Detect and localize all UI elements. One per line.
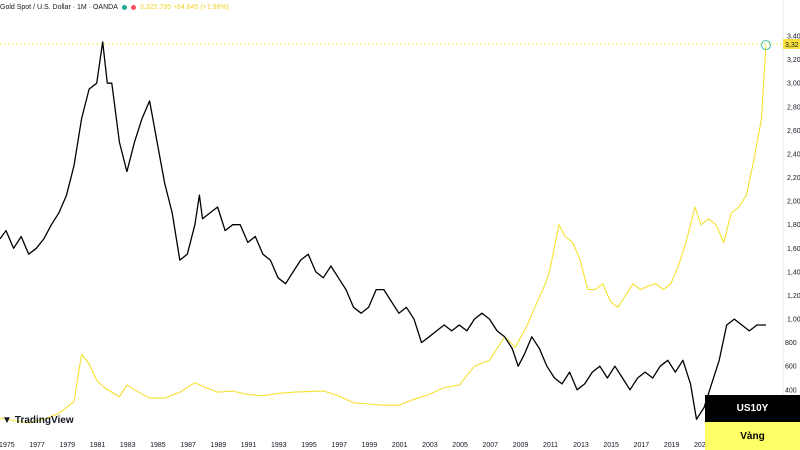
y-tick-label: 1,80 — [787, 222, 800, 229]
y-tick-label: 2,80 — [787, 104, 800, 111]
x-tick-label: 1977 — [29, 442, 45, 449]
y-tick-label: 3,00 — [787, 81, 800, 88]
tradingview-logo-icon: ▼ — [2, 415, 12, 426]
x-tick-label: 2003 — [422, 442, 438, 449]
x-tick-label: 1995 — [301, 442, 317, 449]
x-tick-label: 1989 — [211, 442, 227, 449]
market-status-icon — [121, 5, 127, 10]
y-tick-label: 400 — [785, 387, 797, 394]
x-tick-label: 2011 — [543, 442, 558, 449]
y-tick-label: 1,40 — [787, 269, 800, 276]
x-tick-label: 1981 — [90, 442, 106, 449]
gold-series-line — [0, 45, 767, 424]
tradingview-logo-text: TradingView — [14, 415, 74, 426]
x-tick-label: 2021 — [694, 442, 710, 449]
x-tick-label: 2007 — [483, 442, 499, 449]
x-tick-label: 1993 — [271, 442, 287, 449]
x-axis: 1975 1977 1979 1981 1983 1985 1987 1989 1991 1993… — [0, 442, 710, 449]
x-tick-label: 1987 — [180, 442, 196, 449]
alert-dot-icon — [130, 5, 136, 10]
x-tick-label: 2013 — [573, 442, 589, 449]
y-tick-label: 2,60 — [787, 128, 800, 135]
y-tick-label: 1,00 — [787, 317, 800, 324]
x-tick-label: 2005 — [452, 442, 468, 449]
x-tick-label: 1997 — [331, 442, 347, 449]
y-tick-label: 3,20 — [787, 57, 800, 64]
y-tick-label: 800 — [785, 340, 797, 347]
y-tick-label: 2,20 — [787, 175, 800, 182]
tradingview-logo[interactable]: ▼ TradingView — [2, 415, 74, 426]
chart-header: Gold Spot / U.S. Dollar · 1M · OANDA 3,3… — [0, 4, 229, 11]
symbol-title[interactable]: Gold Spot / U.S. Dollar · 1M · OANDA — [0, 4, 118, 11]
x-tick-label: 1991 — [241, 442, 257, 449]
x-tick-label: 1983 — [120, 442, 136, 449]
price-quote: 3,322.795 +64.645 (+1.98%) — [139, 4, 230, 11]
price-tag: 3,32 — [783, 39, 800, 49]
y-tick-label: 3,40 — [787, 34, 800, 41]
price-tag-label: 3,32 — [785, 42, 799, 49]
series-legend: US10Y Vàng — [705, 395, 800, 450]
x-tick-label: 2019 — [664, 442, 680, 449]
y-tick-label: 2,00 — [787, 199, 800, 206]
y-tick-label: 600 — [785, 364, 797, 371]
x-tick-label: 2001 — [392, 442, 408, 449]
legend-gold: Vàng — [705, 422, 800, 450]
legend-us10y: US10Y — [705, 395, 800, 422]
x-tick-label: 1985 — [150, 442, 166, 449]
us10y-series-line — [0, 41, 766, 420]
last-price-marker — [761, 40, 771, 51]
y-tick-label: 2,40 — [787, 151, 800, 158]
x-tick-label: 1979 — [59, 442, 75, 449]
x-tick-label: 2009 — [513, 442, 529, 449]
x-tick-label: 2017 — [634, 442, 650, 449]
x-tick-label: 2015 — [603, 442, 619, 449]
y-tick-label: 1,60 — [787, 246, 800, 253]
x-tick-label: 1999 — [362, 442, 378, 449]
x-tick-label: 1975 — [0, 442, 15, 449]
y-axis: 3,40 3,20 3,00 2,80 2,60 2,40 2,20 2,00 1,80 1,60… — [782, 0, 800, 450]
y-tick-label: 1,20 — [787, 293, 800, 300]
